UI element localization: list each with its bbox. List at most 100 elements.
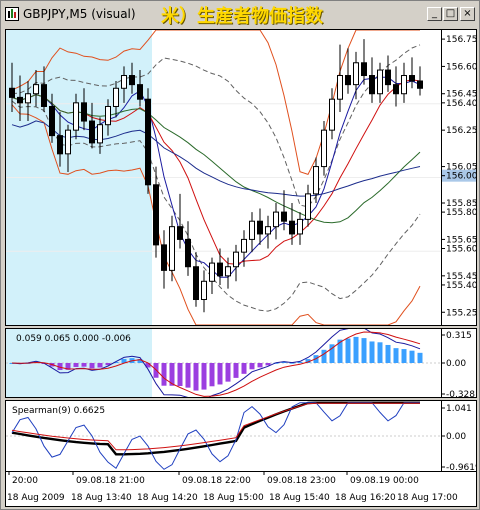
price-tick-label: 155.65 <box>446 235 476 245</box>
time-tick-label: 09.08.18 21:00 <box>76 476 145 486</box>
macd-scale[interactable]: 0.315 0.00 -0.328 <box>442 328 477 398</box>
candle <box>281 190 287 231</box>
price-tick-label: 156.25 <box>446 126 476 136</box>
candle <box>353 51 359 100</box>
date-tick-label: 18 Aug 15:40 <box>269 493 330 503</box>
maximize-button[interactable]: □ <box>443 7 458 21</box>
candle <box>313 157 319 203</box>
candle <box>377 62 383 103</box>
macd-bar <box>121 359 127 363</box>
macd-bar <box>185 363 191 388</box>
minimize-button[interactable]: _ <box>427 7 442 21</box>
candle <box>369 57 375 103</box>
macd-bar <box>257 363 263 368</box>
candle <box>9 62 15 112</box>
macd-bar <box>393 348 399 363</box>
macd-bar <box>217 363 223 385</box>
macd-tick-label: -0.328 <box>446 390 475 397</box>
candle <box>137 70 143 107</box>
macd-bar <box>273 362 279 364</box>
candle <box>49 93 55 143</box>
macd-bar <box>297 361 303 363</box>
candle <box>225 257 231 289</box>
macd-bar <box>97 363 103 368</box>
candle <box>97 117 103 154</box>
ma-fast-line <box>11 76 421 278</box>
macd-tick-label: 0.00 <box>446 359 466 369</box>
spearman-pane[interactable]: Spearman(9) 0.6625 <box>5 400 442 472</box>
candle <box>257 208 263 245</box>
candle <box>361 39 367 85</box>
macd-bar <box>353 336 359 363</box>
macd-bar <box>281 361 287 363</box>
candle <box>25 80 31 122</box>
macd-bar <box>201 363 207 390</box>
macd-bar <box>329 344 335 363</box>
ma-long-line <box>11 120 421 197</box>
macd-bar <box>345 338 351 363</box>
macd-bar <box>65 363 71 370</box>
spearman-tick-label: 1.041 <box>446 404 472 414</box>
chart-window-icon[interactable] <box>5 7 19 21</box>
candle <box>233 244 239 282</box>
spearman-fast-line <box>11 402 420 470</box>
macd-bar <box>265 363 271 366</box>
macd-bar <box>289 362 295 364</box>
spearman-signal-line <box>11 402 420 451</box>
candle <box>89 102 95 149</box>
spearman-chart: Spearman(9) 0.6625 <box>6 401 441 470</box>
close-button[interactable]: × <box>460 7 475 21</box>
time-tick-label: 09.08.18 22:00 <box>182 476 251 486</box>
macd-bar <box>209 363 215 387</box>
candle <box>113 80 119 118</box>
macd-bar <box>321 349 327 363</box>
macd-bar <box>417 352 423 363</box>
macd-bar <box>105 363 111 366</box>
bb-lower-inner-line <box>11 100 421 312</box>
candle <box>345 48 351 94</box>
candle <box>217 248 223 285</box>
spearman-scale[interactable]: 1.041 0.00 -0.9619 <box>442 400 477 472</box>
macd-bar <box>57 363 63 371</box>
title-bar[interactable]: GBPJPY,M5 (visual) 米）生産者物価指数 _ □ × <box>1 1 479 29</box>
price-tick-label: 156.60 <box>446 62 476 72</box>
macd-bar <box>401 349 407 363</box>
candle <box>393 66 399 107</box>
candle <box>329 88 335 140</box>
candle <box>201 270 207 313</box>
price-chart-pane[interactable] <box>5 29 442 326</box>
macd-bar <box>81 363 87 367</box>
candle <box>65 124 71 173</box>
price-tick-label: 156.40 <box>446 99 476 109</box>
time-axis[interactable]: 20:00 09.08.18 21:00 09.08.18 22:00 09.08.1… <box>5 471 477 507</box>
candle <box>129 62 135 94</box>
candle <box>273 202 279 240</box>
macd-values-label: 0.059 0.065 0.000 -0.006 <box>16 334 131 344</box>
candles <box>9 39 423 313</box>
date-tick-label: 18 Aug 13:40 <box>71 493 132 503</box>
price-tick-label: 155.25 <box>446 308 476 318</box>
candle <box>265 215 271 249</box>
candle <box>105 99 111 136</box>
macd-bar <box>369 341 375 363</box>
price-tick-label: 156.75 <box>446 35 476 45</box>
date-tick-label: 18 Aug 2009 <box>7 493 65 503</box>
macd-signal-line <box>11 331 421 397</box>
macd-pane[interactable]: 0.059 0.065 0.000 -0.006 <box>5 328 442 398</box>
price-tick-label: 155.60 <box>446 245 476 255</box>
candle <box>337 44 343 112</box>
macd-bar <box>305 359 311 363</box>
price-scale[interactable]: 156.75 156.60 156.45 156.40 156.25 156.05 156.… <box>442 29 477 326</box>
candle <box>249 212 255 253</box>
bb-upper-outer-line <box>11 30 420 176</box>
macd-bar <box>385 344 391 363</box>
candle <box>409 57 415 89</box>
candle <box>289 202 295 245</box>
macd-bar <box>225 363 231 382</box>
candle <box>417 66 423 96</box>
ma-slow-line <box>11 94 421 224</box>
candle <box>161 230 167 289</box>
candle <box>185 221 191 276</box>
